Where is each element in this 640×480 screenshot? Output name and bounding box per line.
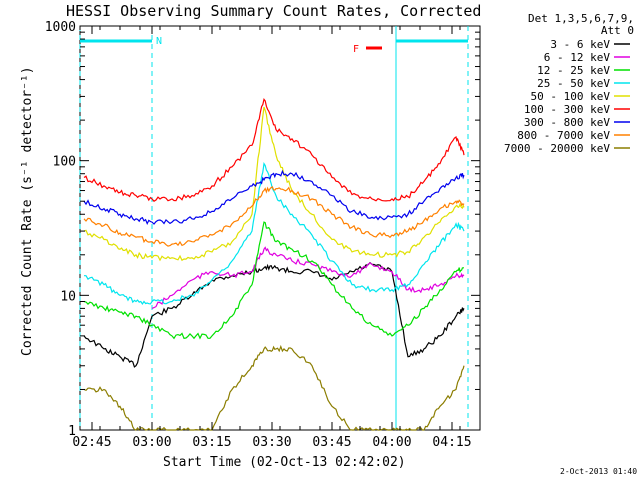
legend-entry-label: 7000 - 20000 keV xyxy=(504,142,610,155)
series-line xyxy=(83,221,464,340)
y-axis-label: Corrected Count Rate (s⁻¹ detector⁻¹) xyxy=(20,66,35,356)
legend-entry-label: 25 - 50 keV xyxy=(537,77,610,90)
y-tick-label: 1000 xyxy=(45,20,76,35)
flare-marker-label: F xyxy=(353,44,359,55)
legend-header: Det 1,3,5,6,7,9, xyxy=(528,12,634,25)
y-tick-label: 10 xyxy=(60,289,76,304)
x-tick-label: 03:15 xyxy=(192,435,231,450)
series-line xyxy=(83,98,465,202)
legend-entry-label: 6 - 12 keV xyxy=(544,51,611,64)
chart-title: HESSI Observing Summary Count Rates, Cor… xyxy=(66,2,481,20)
x-tick-label: 02:45 xyxy=(72,435,111,450)
series-line xyxy=(84,162,465,305)
legend-entry-label: 50 - 100 keV xyxy=(531,90,611,103)
legend-entry-label: 100 - 300 keV xyxy=(524,103,610,116)
x-axis-label: Start Time (02-Oct-13 02:42:02) xyxy=(163,455,406,470)
series-line xyxy=(83,186,465,247)
legend-entry-label: 3 - 6 keV xyxy=(550,38,610,51)
y-tick-label: 1 xyxy=(68,424,76,439)
legend-entry-label: 300 - 800 keV xyxy=(524,116,610,129)
x-tick-label: 03:30 xyxy=(252,435,291,450)
series-line xyxy=(151,246,465,309)
y-tick-label: 100 xyxy=(53,155,76,170)
footer-timestamp: 2-Oct-2013 01:40 xyxy=(560,467,637,476)
x-tick-label: 03:00 xyxy=(132,435,171,450)
x-tick-label: 03:45 xyxy=(312,435,351,450)
series-line xyxy=(83,169,465,226)
x-tick-label: 04:15 xyxy=(432,435,471,450)
legend-header: Att 0 xyxy=(601,24,634,37)
plot-area: N F 02:45 03:00 03:15 03:30 03:45 04:00 04:15 1 10… xyxy=(45,20,481,450)
legend-entry-label: 800 - 7000 keV xyxy=(517,129,610,142)
legend-entry-label: 12 - 25 keV xyxy=(537,64,610,77)
series-line xyxy=(83,344,465,431)
night-marker-label: N xyxy=(156,36,162,47)
x-tick-label: 04:00 xyxy=(372,435,411,450)
series-line xyxy=(83,261,465,368)
series-line xyxy=(83,106,465,262)
